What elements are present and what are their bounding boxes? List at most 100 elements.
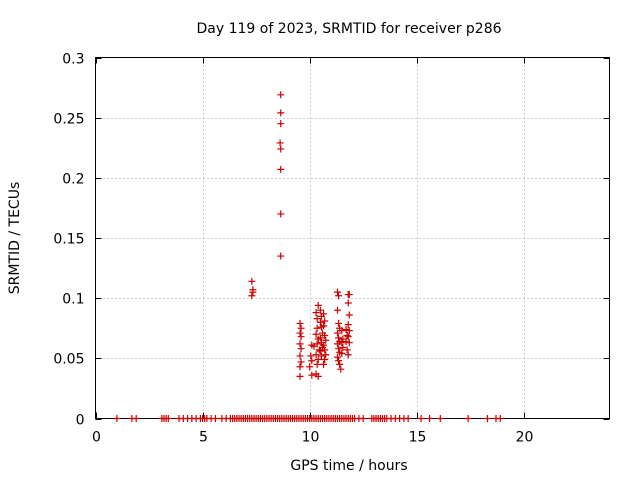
data-point [338, 339, 346, 347]
data-point [337, 365, 345, 373]
data-point [316, 347, 324, 355]
data-point [344, 351, 352, 359]
data-point [312, 330, 320, 338]
data-point [296, 319, 304, 327]
data-point [335, 345, 343, 353]
data-point [334, 353, 342, 361]
data-point [334, 306, 342, 314]
data-point [345, 339, 353, 347]
data-point [249, 288, 257, 296]
data-point [334, 329, 342, 337]
data-point [277, 120, 285, 128]
data-point [335, 334, 343, 342]
data-point [314, 356, 322, 364]
data-point [313, 315, 321, 323]
data-point [313, 324, 321, 332]
data-point [296, 329, 304, 337]
data-point [297, 324, 305, 332]
data-point [297, 345, 305, 353]
data-point [312, 309, 320, 317]
data-point [296, 340, 304, 348]
y-tick-label: 0.15 [53, 232, 84, 248]
data-point [322, 351, 330, 359]
data-point [321, 356, 329, 364]
data-point [464, 415, 472, 422]
x-tick-label: 5 [199, 430, 208, 446]
x-axis-label: GPS time / hours [290, 458, 407, 474]
data-point [296, 352, 304, 360]
y-axis-label: SRMTID / TECUs [7, 182, 23, 295]
data-point [338, 350, 346, 358]
grid-layer [95, 57, 610, 419]
data-point [277, 145, 285, 153]
data-point [316, 306, 324, 314]
data-point [426, 415, 434, 422]
data-point [316, 334, 324, 342]
data-point [276, 139, 284, 147]
data-point [277, 252, 285, 260]
data-point [277, 91, 285, 99]
data-point [306, 363, 314, 371]
y-tick-label: 0.25 [53, 112, 84, 128]
data-point [297, 333, 305, 341]
data-point [313, 340, 321, 348]
data-point [342, 325, 350, 333]
data-point [317, 352, 325, 360]
data-point [335, 357, 343, 365]
data-point [496, 415, 504, 422]
data-point [417, 415, 425, 422]
data-point [277, 109, 285, 117]
data-point [248, 292, 256, 300]
data-point [296, 363, 304, 371]
data-point [211, 415, 219, 422]
data-point [339, 344, 347, 352]
data-point [338, 327, 346, 335]
data-point [320, 322, 328, 330]
x-tick-label: 15 [409, 430, 427, 446]
chart-title: Day 119 of 2023, SRMTID for receiver p28… [196, 21, 501, 37]
data-point [322, 336, 330, 344]
data-point [342, 337, 350, 345]
data-point [335, 292, 343, 300]
data-point [321, 346, 329, 354]
y-tick-label: 0.1 [62, 292, 84, 308]
data-point [343, 331, 351, 339]
data-point [308, 371, 316, 379]
data-point [164, 415, 172, 422]
data-point [308, 357, 316, 365]
data-point [404, 415, 412, 422]
tick-layer: 0 0.05 0.1 0.15 0.2 0.25 0.3 0 5 10 15 20 [53, 52, 610, 446]
data-point [320, 360, 328, 368]
data-point [316, 318, 324, 326]
data-point [345, 311, 353, 319]
data-point [343, 346, 351, 354]
data-point [321, 317, 329, 325]
data-point [248, 277, 256, 285]
data-point [296, 372, 304, 380]
y-tick-label: 0.05 [53, 352, 84, 368]
data-point [277, 165, 285, 173]
data-point [277, 210, 285, 218]
data-point [320, 310, 328, 318]
data-point [336, 360, 344, 368]
data-point [307, 352, 315, 360]
data-point [334, 288, 342, 296]
y-tick-label: 0 [76, 413, 85, 429]
data-point [314, 372, 322, 380]
data-point [132, 415, 140, 422]
data-point [344, 333, 352, 341]
data-point [314, 301, 322, 309]
data-point [321, 331, 329, 339]
x-tick-label: 10 [302, 430, 320, 446]
data-point [313, 360, 321, 368]
point-layer [113, 91, 504, 422]
data-point [312, 351, 320, 359]
data-point [344, 321, 352, 329]
data-point [320, 341, 328, 349]
data-point [334, 340, 342, 348]
data-point [113, 415, 121, 422]
data-point [483, 415, 491, 422]
data-point [345, 291, 353, 299]
x-tick-label: 20 [516, 430, 534, 446]
